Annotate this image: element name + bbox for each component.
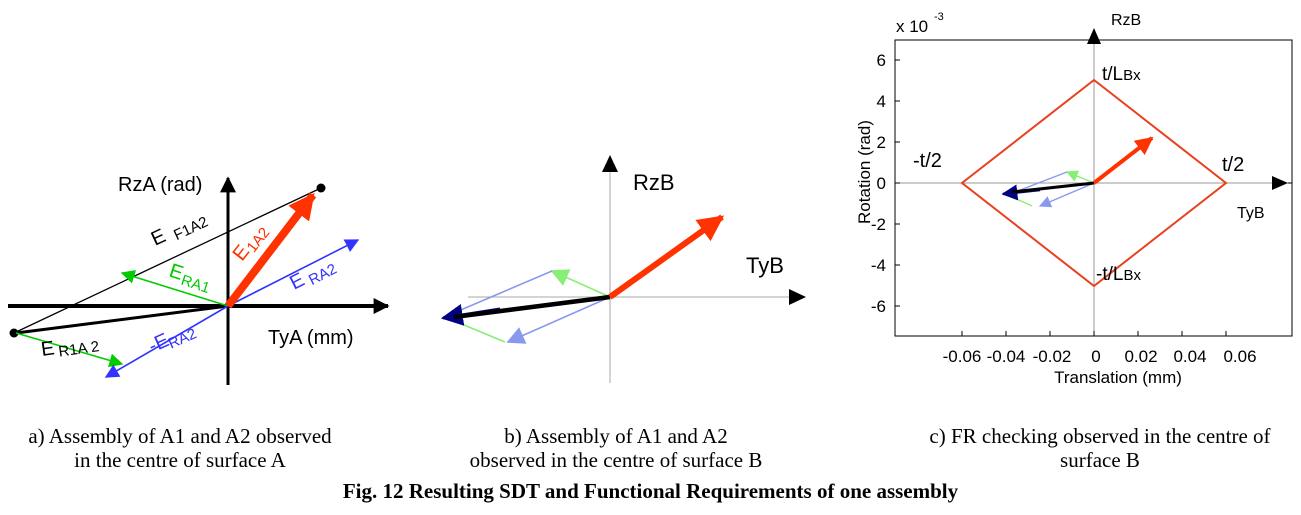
panel-c-y-title: Rotation (rad) [855, 120, 874, 224]
panel-c-diamond-top-label: t/LBx [1102, 64, 1141, 85]
panel-a-y-axis-label: RzA (rad) [118, 174, 202, 196]
panel-c-x-tick-m006: -0.06 [943, 347, 982, 366]
panel-b-green-lower-line [451, 319, 506, 343]
caption-c: c) FR checking observed in the centre of… [900, 424, 1300, 472]
caption-c-line1: c) FR checking observed in the centre of [929, 424, 1271, 448]
caption-b: b) Assembly of A1 and A2 observed in the… [431, 424, 801, 472]
panel-c-y-tick-4: 4 [877, 92, 886, 111]
panel-a-ef1a2-label: E F1A2 [148, 213, 211, 251]
panel-a-neg-era2-label: -E RA2 [145, 325, 200, 357]
panel-c-ty-label: TyB [1237, 205, 1265, 222]
panel-b: RzB TyB [440, 155, 806, 383]
panel-c-y-tick-0: 0 [877, 174, 886, 193]
panel-b-x-axis-label: TyB [746, 253, 784, 278]
panel-a-era2-label: E RA2 [286, 261, 340, 295]
svg-text:R1A 2: R1A 2 [57, 338, 100, 361]
panel-c-y-tick-6: 6 [877, 51, 886, 70]
panel-c-black-arrow [1011, 181, 1095, 194]
panel-c-y-tick-m6: -6 [871, 297, 886, 316]
svg-text:RA2: RA2 [306, 261, 340, 289]
panel-c-diamond-bottom-label: -t/LBx [1096, 264, 1141, 285]
panel-b-green-arrow [550, 269, 611, 298]
caption-a-line1: a) Assembly of A1 and A2 observed [28, 424, 332, 448]
panel-a-neg-era2-arrow [104, 305, 229, 378]
panel-a-ef1a2-end-dot [316, 183, 326, 193]
panel-c-x-title: Translation (mm) [1054, 368, 1182, 387]
panel-c-x-tick-002: 0.02 [1124, 347, 1157, 366]
panel-c-y-tick-labels: 6 4 2 0 -2 -4 -6 [871, 51, 886, 316]
panel-a-er1a2-arrow [15, 304, 229, 335]
svg-text:E: E [40, 337, 56, 361]
panel-a-ef1a2-line [13, 187, 322, 334]
panel-b-y-axis-arrowhead [602, 155, 618, 172]
panel-c-blue-arrow [1038, 182, 1095, 208]
svg-text:E: E [286, 269, 308, 295]
panel-c-tolerance-diamond [960, 78, 1228, 288]
panel-a-er1a2-label: E R1A 2 [40, 337, 101, 361]
panel-a-era2-arrow [227, 239, 360, 307]
panel-a-er1a2-end-dot [9, 328, 19, 338]
panel-c: 6 4 2 0 -2 -4 -6 -0.06 -0.04 -0.02 0 0.0… [855, 11, 1293, 387]
panel-c-y-tick-m2: -2 [871, 215, 886, 234]
caption-b-line2: observed in the centre of surface B [469, 448, 763, 472]
panel-c-exponent-prefix: x 10 [896, 17, 928, 36]
panel-c-ty-axis-arrowhead [1272, 176, 1288, 190]
panel-a-era1-label: E RA1 [166, 260, 212, 297]
svg-text:RA1: RA1 [179, 272, 212, 297]
panel-b-blue-upper-line [448, 270, 553, 316]
caption-c-line2: surface B [1060, 448, 1140, 472]
figure-title: Fig. 12 Resulting SDT and Functional Req… [342, 479, 959, 503]
panel-c-x-tick-labels: -0.06 -0.04 -0.02 0 0.02 0.04 0.06 [943, 347, 1257, 366]
panel-a: RzA (rad) TyA (mm) E F1A2 E 1A2 E RA1 E … [8, 174, 390, 385]
panel-c-diamond-left-label: -t/2 [913, 150, 942, 172]
caption-a: a) Assembly of A1 and A2 observed in the… [0, 424, 360, 472]
svg-text:RA2: RA2 [166, 325, 200, 352]
panel-b-y-axis-label: RzB [633, 170, 675, 195]
panel-a-e1a2-arrow [224, 192, 317, 309]
panel-b-x-axis-arrowhead [789, 289, 806, 305]
panel-c-red-arrow [1092, 136, 1154, 185]
panel-b-blue-arrow [506, 296, 611, 344]
svg-text:E: E [166, 260, 185, 285]
panel-c-green-lower-line [1009, 195, 1033, 207]
panel-c-x-tick-004: 0.04 [1173, 347, 1206, 366]
svg-text:F1A2: F1A2 [171, 213, 211, 244]
panel-c-y-tick-m4: -4 [871, 256, 886, 275]
panel-c-x-tick-m004: -0.04 [987, 347, 1026, 366]
panel-c-green-arrow [1065, 170, 1095, 184]
panel-c-rz-label: RzB [1111, 12, 1141, 29]
panel-c-y-tick-marks [895, 59, 900, 307]
panel-c-exponent: -3 [934, 11, 944, 23]
panel-b-black-arrow [453, 294, 611, 320]
panel-c-x-tick-006: 0.06 [1223, 347, 1256, 366]
panel-c-x-tick-0: 0 [1091, 347, 1100, 366]
panel-a-era1-arrow [120, 270, 229, 307]
panel-c-x-tick-marks [961, 331, 1227, 336]
panel-c-y-tick-2: 2 [877, 133, 886, 152]
caption-a-line2: in the centre of surface A [74, 448, 286, 472]
panel-b-red-arrow [608, 214, 725, 300]
svg-text:E: E [148, 225, 169, 251]
panel-c-diamond-right-label: t/2 [1222, 154, 1244, 176]
panel-c-x-tick-m002: -0.02 [1033, 347, 1072, 366]
caption-b-line1: b) Assembly of A1 and A2 [504, 424, 728, 448]
panel-a-era1-copy-arrow [15, 332, 124, 368]
panel-c-rz-axis-arrowhead [1087, 28, 1101, 44]
panel-a-x-axis-label: TyA (mm) [268, 327, 354, 349]
